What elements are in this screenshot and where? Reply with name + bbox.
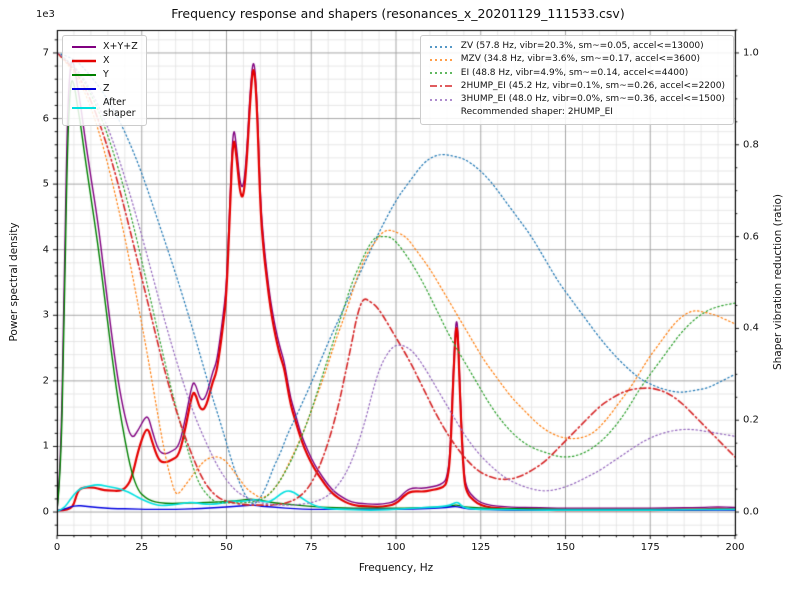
legend-entry: ZV (57.8 Hz, vibr=20.3%, sm~=0.05, accel… <box>429 41 725 52</box>
x-tick-label: 75 <box>304 542 318 553</box>
legend-line-swatch <box>429 55 455 65</box>
legend-entry: MZV (34.8 Hz, vibr=3.6%, sm~=0.17, accel… <box>429 54 725 65</box>
legend-label: ZV (57.8 Hz, vibr=20.3%, sm~=0.05, accel… <box>460 41 704 51</box>
y-axis-label-right: Shaper vibration reduction (ratio) <box>772 193 784 371</box>
y-right-tick-label: 0.2 <box>743 414 759 426</box>
y-left-tick-label: 2 <box>42 375 49 387</box>
y-right-tick-label: 1.0 <box>743 47 759 59</box>
y-right-tick-label: 0.8 <box>743 139 759 151</box>
x-tick-label: 200 <box>725 542 745 553</box>
x-tick-label: 0 <box>53 542 61 553</box>
legend-entry: 3HUMP_EI (48.0 Hz, vibr=0.0%, sm~=0.36, … <box>429 94 725 105</box>
legend-line-swatch <box>71 70 97 80</box>
x-tick-label: 50 <box>220 542 233 553</box>
legend-entry: 2HUMP_EI (45.2 Hz, vibr=0.1%, sm~=0.26, … <box>429 81 725 92</box>
legend-entry: Y <box>71 69 138 81</box>
legend-label: After shaper <box>103 96 136 120</box>
legend-label: EI (48.8 Hz, vibr=4.9%, sm~=0.14, accel<… <box>460 67 689 78</box>
legend-entry: X+Y+Z <box>71 41 138 53</box>
y-axis-label-left: Power spectral density <box>8 222 20 342</box>
legend-psd: X+Y+Z X Y Z After shaper <box>62 35 147 127</box>
x-tick-label: 25 <box>135 542 149 553</box>
y-axis-offset-text: 1e3 <box>36 9 55 20</box>
y-left-tick-label: 4 <box>42 244 49 256</box>
legend-line-swatch <box>429 68 455 78</box>
legend-label: Z <box>103 82 110 94</box>
legend-label: X <box>103 54 110 66</box>
legend-line-swatch <box>71 56 97 66</box>
legend-line-swatch <box>71 103 97 113</box>
legend-label: 2HUMP_EI (45.2 Hz, vibr=0.1%, sm~=0.26, … <box>460 80 725 91</box>
y-left-tick-label: 7 <box>42 47 49 59</box>
legend-label: X+Y+Z <box>103 41 138 52</box>
y-left-tick-label: 3 <box>42 309 49 321</box>
x-tick-label: 175 <box>640 542 660 553</box>
x-tick-label: 125 <box>471 542 491 553</box>
y-right-tick-label: 0.4 <box>743 322 759 334</box>
chart-title: Frequency response and shapers (resonanc… <box>171 6 625 21</box>
legend-entry: Z <box>71 83 138 95</box>
legend-label: Y <box>103 68 109 80</box>
y-left-tick-label: 0 <box>42 506 49 518</box>
y-left-tick-label: 5 <box>42 178 49 190</box>
legend-line-swatch <box>429 95 455 105</box>
legend-label: Recommended shaper: 2HUMP_EI <box>460 107 613 118</box>
legend-line-swatch <box>429 81 455 91</box>
legend-entry: After shaper <box>71 97 138 121</box>
legend-shapers: ZV (57.8 Hz, vibr=20.3%, sm~=0.05, accel… <box>419 35 734 125</box>
legend-entry: EI (48.8 Hz, vibr=4.9%, sm~=0.14, accel<… <box>429 68 725 79</box>
legend-line-swatch <box>71 42 97 52</box>
recommended-shaper-note: Recommended shaper: 2HUMP_EI <box>429 107 725 118</box>
x-tick-label: 150 <box>555 542 576 553</box>
y-left-tick-label: 1 <box>42 440 49 452</box>
legend-label: MZV (34.8 Hz, vibr=3.6%, sm~=0.17, accel… <box>460 54 700 65</box>
legend-entry: X <box>71 55 138 67</box>
x-tick-label: 100 <box>386 542 406 553</box>
legend-line-swatch <box>71 84 97 94</box>
y-left-tick-label: 6 <box>42 113 49 125</box>
legend-line-swatch <box>429 42 455 52</box>
legend-label: 3HUMP_EI (48.0 Hz, vibr=0.0%, sm~=0.36, … <box>460 94 725 104</box>
y-right-tick-label: 0.0 <box>743 506 759 518</box>
x-axis-label: Frequency, Hz <box>358 562 434 574</box>
y-right-tick-label: 0.6 <box>743 231 759 243</box>
